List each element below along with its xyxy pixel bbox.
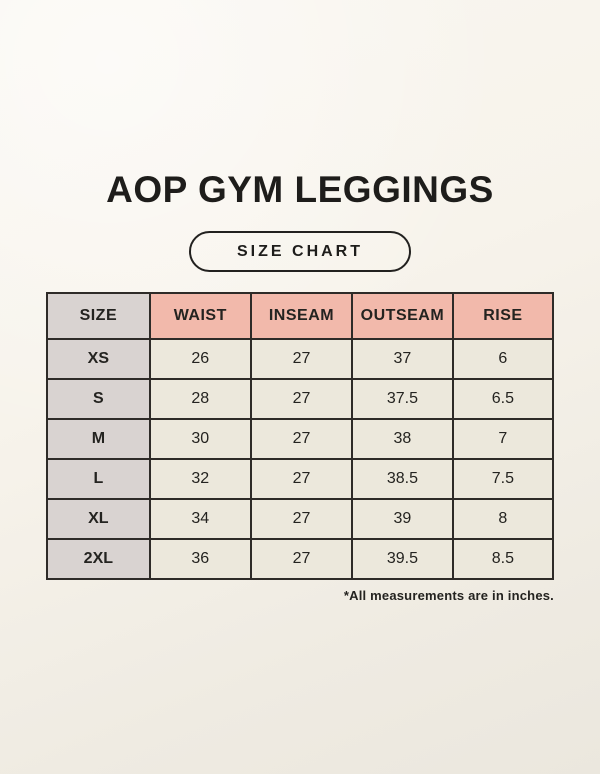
measurement-value: 6.5: [451, 378, 555, 420]
measurement-value: 27: [249, 538, 354, 580]
header-row: SIZE WAIST INSEAM OUTSEAM RISE: [46, 292, 555, 340]
column-header-outseam: OUTSEAM: [351, 292, 454, 340]
measurement-value: 7.5: [451, 458, 555, 500]
size-label: M: [46, 418, 151, 460]
measurement-value: 8.5: [451, 538, 555, 580]
column-header-size: SIZE: [46, 292, 151, 340]
table-header: SIZE WAIST INSEAM OUTSEAM RISE: [46, 292, 555, 340]
table-row-2xl: 2XL 36 27 39.5 8.5: [46, 538, 555, 580]
measurement-value: 30: [148, 418, 252, 460]
measurements-footnote: *All measurements are in inches.: [343, 588, 554, 603]
size-table-container: SIZE WAIST INSEAM OUTSEAM RISE XS 26 27 37 6 S 28 2…: [46, 292, 555, 603]
measurement-value: 8: [451, 498, 555, 540]
measurement-value: 28: [148, 378, 252, 420]
table-row-m: M 30 27 38 7: [46, 418, 555, 460]
measurement-value: 27: [249, 418, 354, 460]
measurement-value: 26: [148, 338, 252, 380]
column-header-rise: RISE: [451, 292, 555, 340]
measurement-value: 7: [451, 418, 555, 460]
table-row-s: S 28 27 37.5 6.5: [46, 378, 555, 420]
size-chart-badge: SIZE CHART: [189, 231, 411, 272]
size-label: XL: [46, 498, 151, 540]
measurement-value: 38.5: [351, 458, 454, 500]
measurement-value: 39.5: [351, 538, 454, 580]
measurement-value: 6: [451, 338, 555, 380]
measurement-value: 27: [249, 338, 354, 380]
product-title: AOP GYM LEGGINGS: [106, 169, 494, 210]
table-row-l: L 32 27 38.5 7.5: [46, 458, 555, 500]
size-label: L: [46, 458, 151, 500]
measurement-value: 36: [148, 538, 252, 580]
table-body: XS 26 27 37 6 S 28 27 37.5 6.5 M 30 27 38 7 L 32 27 38.5 7.…: [46, 338, 555, 580]
table-row-xs: XS 26 27 37 6: [46, 338, 555, 380]
measurement-value: 32: [148, 458, 252, 500]
measurement-value: 38: [351, 418, 454, 460]
measurement-value: 27: [249, 458, 354, 500]
size-label: XS: [46, 338, 151, 380]
column-header-waist: WAIST: [148, 292, 252, 340]
size-label: S: [46, 378, 151, 420]
measurement-value: 37.5: [351, 378, 454, 420]
measurement-value: 27: [249, 498, 354, 540]
measurement-value: 27: [249, 378, 354, 420]
measurement-value: 34: [148, 498, 252, 540]
column-header-inseam: INSEAM: [249, 292, 354, 340]
size-chart-badge-label: SIZE CHART: [237, 242, 363, 260]
size-chart-table: SIZE WAIST INSEAM OUTSEAM RISE XS 26 27 37 6 S 28 2…: [46, 292, 555, 580]
measurement-value: 39: [351, 498, 454, 540]
size-label: 2XL: [46, 538, 151, 580]
table-row-xl: XL 34 27 39 8: [46, 498, 555, 540]
measurement-value: 37: [351, 338, 454, 380]
